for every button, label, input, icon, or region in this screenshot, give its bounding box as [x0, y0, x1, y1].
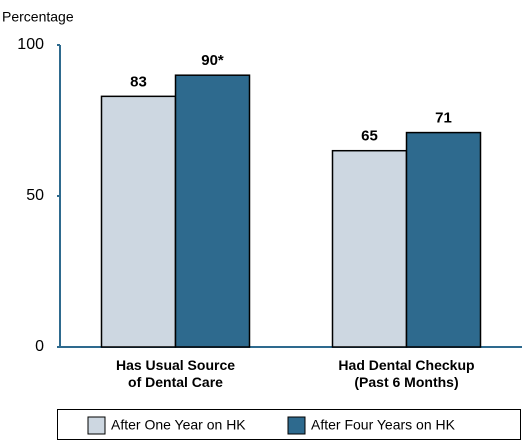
data-label: 65 — [361, 128, 378, 145]
legend-label: After One Year on HK — [111, 417, 246, 433]
y-tick-label: 50 — [26, 187, 44, 204]
legend-label: After Four Years on HK — [311, 417, 456, 433]
legend-swatch — [287, 416, 306, 435]
y-axis-label: Percentage — [2, 9, 74, 25]
x-tick-label: Had Dental Checkup (Past 6 Months) — [338, 357, 475, 390]
y-tick-label: 100 — [17, 36, 44, 53]
bar — [331, 149, 408, 348]
data-label: 83 — [130, 73, 147, 90]
data-label: 90* — [201, 52, 224, 69]
bar — [100, 95, 177, 348]
x-tick-label: Has Usual Source of Dental Care — [115, 357, 236, 390]
bar — [405, 131, 482, 348]
legend-swatch — [87, 416, 106, 435]
bar — [174, 74, 251, 348]
data-label: 71 — [435, 110, 452, 127]
y-tick-label: 0 — [35, 338, 44, 355]
